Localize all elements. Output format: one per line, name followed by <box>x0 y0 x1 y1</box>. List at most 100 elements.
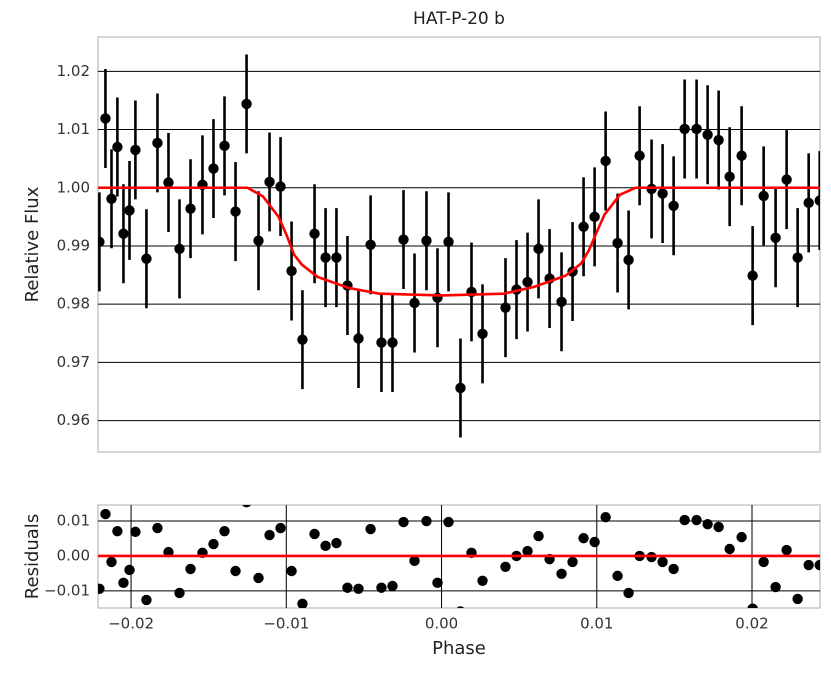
data-point <box>130 144 141 156</box>
data-point <box>770 581 781 593</box>
data-point <box>398 516 409 528</box>
data-point <box>118 228 129 239</box>
x-tick-label: −0.01 <box>263 615 309 633</box>
data-point <box>657 556 668 568</box>
data-point <box>185 563 196 575</box>
data-point <box>286 565 297 577</box>
data-point <box>578 221 589 232</box>
data-point <box>668 563 679 575</box>
data-point <box>208 163 219 174</box>
data-point <box>376 582 387 593</box>
data-point <box>443 516 454 528</box>
data-point <box>124 564 135 576</box>
data-point <box>477 575 488 586</box>
data-point <box>124 205 135 216</box>
data-point <box>331 537 342 549</box>
data-point <box>185 203 196 214</box>
data-point <box>612 570 623 582</box>
data-point <box>679 514 690 526</box>
x-tick-label: 0.02 <box>735 615 768 633</box>
y-tick-label: 0.99 <box>57 236 90 254</box>
data-point <box>365 239 376 250</box>
model-line <box>98 186 820 297</box>
data-point <box>456 606 465 608</box>
data-point <box>432 577 443 589</box>
data-point <box>376 337 387 348</box>
data-point <box>556 296 567 308</box>
data-point <box>713 521 724 533</box>
data-point <box>792 252 803 263</box>
data-point <box>814 195 820 206</box>
chart-title: HAT-P-20 b <box>413 9 505 29</box>
data-point <box>702 519 713 530</box>
y-tick-label: 0.97 <box>57 353 90 371</box>
y-tick-label: 1.02 <box>57 62 90 80</box>
data-point <box>297 598 308 608</box>
data-point <box>230 206 241 217</box>
data-point <box>522 276 533 288</box>
data-point <box>747 603 758 608</box>
data-point <box>353 333 364 344</box>
data-point <box>736 531 747 543</box>
data-point <box>477 328 488 340</box>
data-point <box>600 512 611 523</box>
data-point <box>668 200 679 211</box>
data-point <box>691 514 702 526</box>
data-point <box>612 237 623 249</box>
x-axis-label: Phase <box>432 638 486 659</box>
data-point <box>286 265 297 277</box>
data-point <box>98 583 105 594</box>
data-point <box>500 561 511 572</box>
data-point <box>578 532 589 544</box>
data-point <box>219 140 230 152</box>
data-point <box>174 243 185 255</box>
plot-area <box>98 505 820 608</box>
data-point <box>724 543 735 555</box>
data-point <box>342 582 353 593</box>
y-tick-label: 1.01 <box>57 120 90 138</box>
data-point <box>141 253 152 264</box>
data-point <box>567 556 578 568</box>
data-point <box>657 188 668 199</box>
data-point <box>387 580 398 592</box>
y-tick-label: −0.01 <box>44 581 90 599</box>
data-point <box>600 155 611 167</box>
data-point <box>803 559 814 571</box>
data-point <box>152 522 163 534</box>
data-point <box>253 235 264 246</box>
data-point <box>241 98 252 110</box>
data-point <box>106 556 117 568</box>
x-tick-label: 0.01 <box>580 615 613 633</box>
data-point <box>814 559 820 571</box>
data-point <box>387 337 398 348</box>
data-point <box>219 525 230 537</box>
data-point <box>758 556 769 568</box>
data-point <box>736 150 747 161</box>
data-point <box>100 113 111 124</box>
x-tick-label: 0.00 <box>425 615 458 633</box>
data-point <box>163 177 174 188</box>
y-tick-label: 1.00 <box>57 178 90 196</box>
data-point <box>320 252 331 263</box>
data-point <box>100 508 111 520</box>
data-point <box>634 150 645 161</box>
data-point <box>455 382 466 394</box>
data-point <box>309 528 320 540</box>
data-point <box>106 193 117 205</box>
data-point <box>702 129 713 140</box>
data-point <box>443 236 454 248</box>
data-point <box>500 302 511 313</box>
data-point <box>770 232 781 244</box>
data-point <box>522 545 533 557</box>
data-point <box>331 252 342 263</box>
data-point <box>556 568 567 579</box>
y-axis-label: Residuals <box>22 514 43 599</box>
data-point <box>679 123 690 135</box>
data-point <box>353 583 364 594</box>
data-point <box>297 334 308 345</box>
data-point <box>264 176 275 188</box>
data-point <box>264 529 275 541</box>
data-point <box>174 587 185 599</box>
data-point <box>409 297 420 309</box>
data-point <box>118 577 129 589</box>
